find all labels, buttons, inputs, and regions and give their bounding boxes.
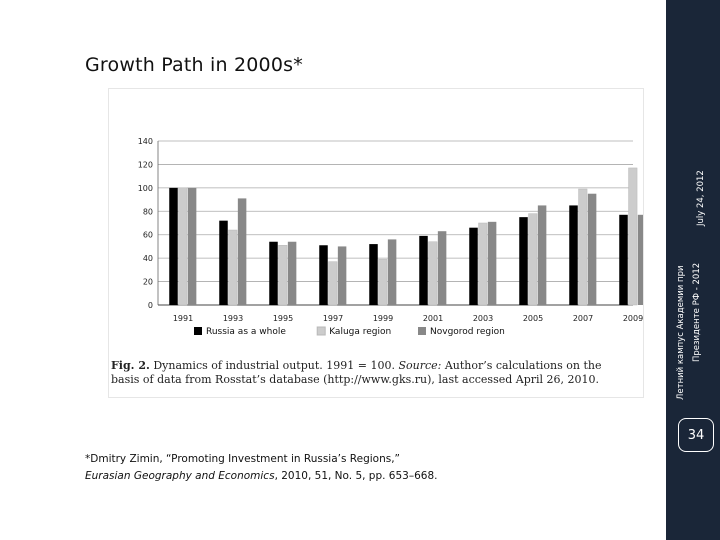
bar-chart: 0 20 40 60 80 100 120 140 1991 1993 1995 1997 1999 20… xyxy=(138,137,643,337)
legend-label: Russia as a whole xyxy=(206,327,286,337)
bar xyxy=(587,193,597,305)
bar xyxy=(437,231,447,305)
y-tick-label: 80 xyxy=(143,207,153,216)
caption-fig-label: Fig. 2. xyxy=(111,359,150,372)
x-tick-label: 2001 xyxy=(423,314,443,323)
footnote-citation: Eurasian Geography and Economics, 2010, … xyxy=(85,468,485,485)
bar xyxy=(619,214,628,305)
figure-caption: Fig. 2. Dynamics of industrial output. 1… xyxy=(111,359,631,387)
sidebar-date: July 24, 2012 xyxy=(696,170,706,226)
sidebar-organizer-line2: Президенте РФ - 2012 xyxy=(692,262,702,362)
legend-swatch xyxy=(194,327,202,335)
footnote: *Dmitry Zimin, “Promoting Investment in … xyxy=(85,451,485,485)
sidebar-organizer-line1: Летний кампус Академии при xyxy=(676,265,686,400)
caption-text: Dynamics of industrial output. 1991 = 10… xyxy=(149,359,399,372)
x-tick-label: 2003 xyxy=(473,314,493,323)
x-tick-label: 1995 xyxy=(273,314,293,323)
bar xyxy=(269,241,278,305)
x-tick-label: 2007 xyxy=(573,314,593,323)
bar xyxy=(419,235,428,305)
y-tick-label: 20 xyxy=(143,278,153,287)
caption-source-label: Source: xyxy=(398,359,442,372)
figure-panel: 0 20 40 60 80 100 120 140 1991 1993 1995 1997 1999 20… xyxy=(108,88,644,398)
y-tick-label: 40 xyxy=(143,254,153,263)
bar xyxy=(278,245,288,306)
y-tick-label: 60 xyxy=(143,231,153,240)
bar xyxy=(428,241,438,306)
bar xyxy=(578,188,588,306)
legend-swatch xyxy=(418,327,426,335)
slide-title: Growth Path in 2000s* xyxy=(85,54,303,76)
footnote-journal: Eurasian Geography and Economics xyxy=(85,470,275,482)
bar xyxy=(528,213,538,306)
legend-swatch xyxy=(316,326,326,336)
y-tick-label: 120 xyxy=(138,160,153,169)
bar xyxy=(169,187,178,305)
caption-source-text: Author’s calculations on the basis of da… xyxy=(111,359,602,386)
bar xyxy=(537,205,547,305)
x-tick-label: 1993 xyxy=(223,314,243,323)
bar xyxy=(519,217,528,305)
x-tick-label: 2005 xyxy=(523,314,543,323)
bar xyxy=(369,244,378,305)
bar xyxy=(319,245,328,305)
legend-label: Novgorod region xyxy=(430,327,505,337)
bar xyxy=(387,239,397,305)
bar xyxy=(328,261,338,306)
bar xyxy=(237,198,247,305)
bar xyxy=(178,187,188,306)
bar xyxy=(228,229,238,306)
bar xyxy=(219,220,228,305)
x-tick-label: 1991 xyxy=(173,314,193,323)
y-tick-label: 140 xyxy=(138,137,153,146)
bar xyxy=(287,241,297,305)
bar xyxy=(628,167,638,306)
y-tick-label: 0 xyxy=(148,301,153,310)
x-tick-label: 1999 xyxy=(373,314,393,323)
footnote-rest: , 2010, 51, No. 5, pp. 653–668. xyxy=(274,470,438,482)
bar xyxy=(487,221,497,305)
footnote-author: *Dmitry Zimin, “Promoting Investment in … xyxy=(85,453,400,465)
x-tick-label: 2009 xyxy=(623,314,643,323)
bar xyxy=(569,205,578,305)
bar xyxy=(187,187,197,305)
bar xyxy=(469,227,478,305)
page-number-badge: 34 xyxy=(678,418,714,452)
bar xyxy=(478,222,488,306)
x-tick-label: 1997 xyxy=(323,314,343,323)
bar xyxy=(337,246,347,305)
bar xyxy=(637,214,643,305)
y-tick-label: 100 xyxy=(138,184,153,193)
legend-label: Kaluga region xyxy=(329,327,391,337)
bar xyxy=(378,259,388,306)
